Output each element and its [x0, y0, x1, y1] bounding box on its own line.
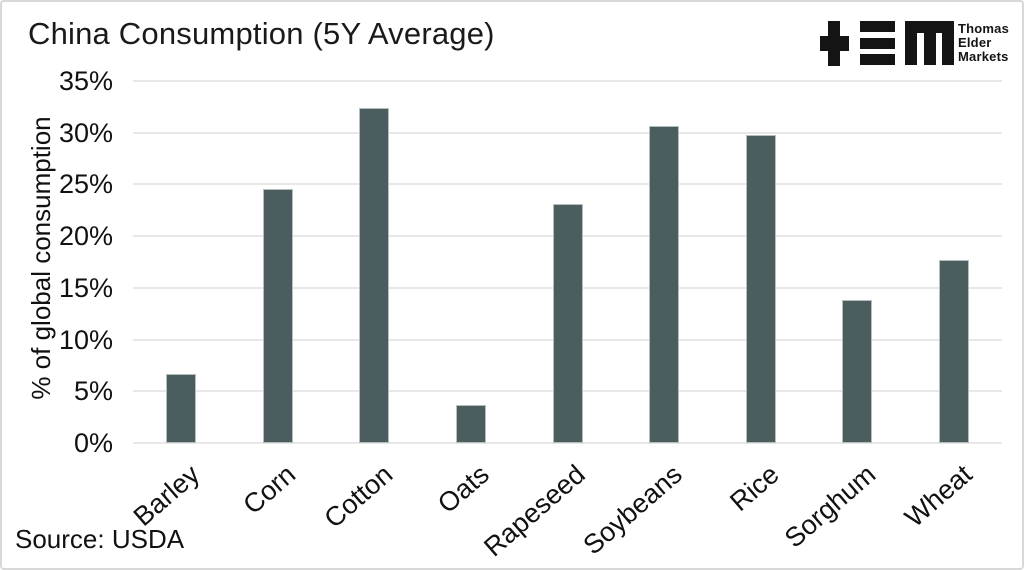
y-tick-label: 25%: [58, 169, 113, 200]
bar-cotton: [359, 107, 390, 443]
y-tick-label: 35%: [58, 65, 113, 96]
m-icon: [905, 21, 954, 65]
bar-rice: [745, 134, 776, 443]
bar-sorghum: [842, 300, 873, 443]
brand-line: Markets: [958, 49, 1009, 64]
chart-title: China Consumption (5Y Average): [28, 16, 495, 51]
bar-corn: [262, 189, 293, 443]
y-tick-label: 10%: [58, 324, 113, 355]
gridline: [133, 183, 1002, 186]
y-tick-label: 0%: [73, 428, 113, 458]
x-tick-label: Soybeans: [577, 459, 688, 561]
y-tick-label: 30%: [58, 117, 113, 148]
brand-line: Elder: [958, 35, 992, 50]
x-tick-label: Oats: [431, 459, 495, 520]
x-tick-label: Barley: [127, 459, 205, 532]
x-tick-label: Rice: [723, 459, 785, 518]
x-tick-label: Cotton: [318, 459, 399, 534]
gridline: [133, 131, 1002, 134]
y-tick-label: 5%: [73, 376, 113, 407]
x-tick-label: Corn: [237, 459, 302, 521]
bar-wheat: [938, 259, 969, 443]
x-tick-label: Wheat: [898, 459, 978, 533]
y-axis: 0% 5% 10% 15% 20% 25% 30% 35%: [0, 0, 113, 570]
bar-rapeseed: [552, 203, 583, 443]
gridline: [133, 442, 1002, 444]
x-tick-label: Sorghum: [778, 459, 881, 554]
brand-text: Thomas Elder Markets: [958, 22, 1009, 64]
gridline: [133, 79, 1002, 82]
tem-logo: Thomas Elder Markets: [818, 13, 1014, 69]
y-tick-label: 20%: [58, 221, 113, 251]
bar-oats: [455, 404, 486, 443]
x-tick-label: Rapeseed: [478, 459, 592, 563]
bar-soybeans: [649, 126, 680, 443]
brand-line: Thomas: [958, 21, 1010, 36]
plot-area: [133, 0, 1002, 570]
bar-barley: [166, 373, 197, 443]
y-tick-label: 15%: [58, 272, 113, 303]
source-note: Source: USDA: [15, 524, 185, 554]
